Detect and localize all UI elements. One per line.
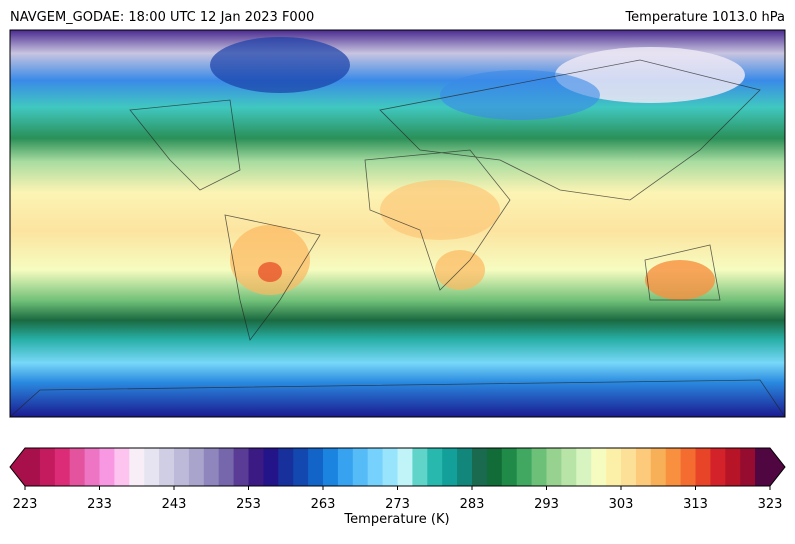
tick-label: 293 <box>534 497 559 512</box>
colorbar-segment <box>576 448 592 486</box>
tick-label: 313 <box>683 497 708 512</box>
colorbar-segment <box>710 448 726 486</box>
colorbar-segment <box>725 448 741 486</box>
colorbar-segment <box>323 448 339 486</box>
colorbar-segment <box>367 448 384 486</box>
tick-label: 303 <box>609 497 634 512</box>
colorbar-segment <box>69 448 86 486</box>
colorbar-segment <box>308 448 324 486</box>
colorbar-segment <box>159 448 175 486</box>
colorbar-segment <box>472 448 488 486</box>
colorbar-segment <box>337 448 354 486</box>
colorbar-segment <box>442 448 458 486</box>
colorbar-extend-high <box>770 448 785 486</box>
tick-label: 283 <box>460 497 485 512</box>
colorbar-segment <box>397 448 413 486</box>
colorbar-segment <box>680 448 696 486</box>
colorbar-segment <box>486 448 503 486</box>
colorbar-segment <box>635 448 652 486</box>
colorbar-segment <box>84 448 100 486</box>
colorbar-segment <box>695 448 711 486</box>
colorbar-segment <box>233 448 249 486</box>
colorbar-segment <box>39 448 56 486</box>
colorbar-segment <box>665 448 682 486</box>
map <box>8 29 786 418</box>
colorbar-segment <box>740 448 756 486</box>
colorbar-segment <box>293 448 309 486</box>
tick-label: 263 <box>311 497 336 512</box>
tick-label: 273 <box>385 497 410 512</box>
colorbar-segment <box>591 448 607 486</box>
tick-label: 243 <box>162 497 187 512</box>
colorbar-segment <box>174 448 190 486</box>
colorbar-segment <box>501 448 518 486</box>
colorbar-segment <box>218 448 235 486</box>
colorbar-segment <box>755 448 771 486</box>
colorbar-segment <box>54 448 71 486</box>
tick-label: 323 <box>758 497 783 512</box>
colorbar-segment <box>188 448 205 486</box>
colorbar-segment <box>457 448 473 486</box>
colorbar-extend-low <box>10 448 25 486</box>
colorbar-segment <box>248 448 264 486</box>
colorbar-label: Temperature (K) <box>343 512 449 527</box>
colorbar-segment <box>114 448 130 486</box>
colorbar-segment <box>516 448 533 486</box>
colorbar-segment <box>203 448 220 486</box>
colorbar-segment <box>412 448 428 486</box>
colorbar-segment <box>352 448 369 486</box>
colorbar-segment <box>278 448 294 486</box>
colorbar-segment <box>427 448 443 486</box>
colorbar-segment <box>25 448 41 486</box>
colorbar-segment <box>99 448 115 486</box>
colorbar-segment <box>650 448 667 486</box>
colorbar-segment <box>144 448 160 486</box>
tick-label: 253 <box>236 497 261 512</box>
colorbar-segment <box>129 448 145 486</box>
colorbar-segment <box>561 448 577 486</box>
colorbar-segment <box>263 448 279 486</box>
tick-label: 233 <box>87 497 112 512</box>
colorbar-segment <box>621 448 637 486</box>
tick-label: 223 <box>13 497 38 512</box>
colorbar-segment <box>382 448 398 486</box>
colorbar-segment <box>531 448 547 486</box>
title-left: NAVGEM_GODAE: 18:00 UTC 12 Jan 2023 F000 <box>10 10 314 25</box>
colorbar-segment <box>546 448 562 486</box>
colorbar-segment <box>606 448 622 486</box>
colorbar: 223 233 243 253 263 273 283 293 303 313 323 <box>9 447 786 512</box>
title-right: Temperature 1013.0 hPa <box>624 10 785 25</box>
